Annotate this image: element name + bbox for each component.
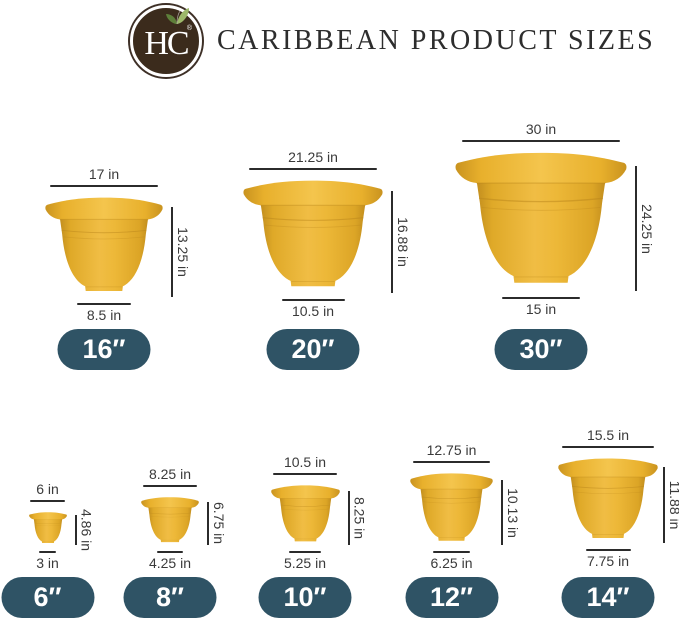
height-line <box>391 191 393 294</box>
base-diameter-label: 7.75 in <box>586 553 630 570</box>
base-diameter-label: 6.25 in <box>430 555 473 572</box>
height-line <box>347 491 350 546</box>
header: HC ® CARIBBEAN PRODUCT SIZES <box>128 5 655 77</box>
base-diameter-label: 10.5 in <box>291 303 335 320</box>
top-diameter-label: 17 in <box>88 166 120 182</box>
top-diameter-line <box>30 500 65 503</box>
leaf-icon <box>166 8 189 25</box>
top-diameter-line <box>273 473 337 476</box>
pot-illustration <box>410 473 493 542</box>
height-line <box>501 480 503 546</box>
top-diameter-line <box>461 140 621 143</box>
pot-illustration <box>455 152 627 284</box>
top-diameter-line <box>413 461 490 464</box>
page-title: CARIBBEAN PRODUCT SIZES <box>217 25 656 56</box>
pot-illustration <box>28 512 67 544</box>
base-diameter-line <box>432 551 471 554</box>
pot-figure-8in: 8.25 in 6.75 in 4.25 in 8″ <box>123 466 227 618</box>
base-diameter-label: 8.5 in <box>86 307 122 324</box>
pot-wrap: 8.25 in <box>270 485 368 546</box>
height-line <box>635 165 637 292</box>
base-diameter-label: 4.25 in <box>148 555 192 572</box>
pot-wrap: 4.86 in <box>28 509 95 551</box>
base-diameter-line <box>38 551 57 554</box>
pot-wrap: 16.88 in <box>243 180 411 294</box>
top-diameter-label: 30 in <box>525 121 557 137</box>
top-diameter-label: 15.5 in <box>586 427 630 443</box>
pot-wrap: 6.75 in <box>141 497 227 546</box>
pot-illustration <box>141 497 199 543</box>
size-badge: 20″ <box>266 329 360 370</box>
height-line <box>663 466 665 544</box>
height-label: 8.25 in <box>351 497 368 540</box>
top-diameter-line <box>49 185 159 188</box>
pot-illustration <box>243 180 383 287</box>
pot-wrap: 24.25 in <box>455 152 655 292</box>
base-diameter-label: 15 in <box>525 301 557 318</box>
height-label: 6.75 in <box>211 502 227 545</box>
base-diameter-label: 3 in <box>36 555 59 572</box>
logo-monogram: HC <box>144 25 189 62</box>
pot-figure-12in: 12.75 in 10.13 in 6.25 in 12″ <box>403 442 521 618</box>
height-label: 11.88 in <box>667 480 679 530</box>
pot-illustration <box>45 197 163 292</box>
height-label: 4.86 in <box>78 509 95 552</box>
height-label: 16.88 in <box>395 217 411 268</box>
top-diameter-label: 21.25 in <box>288 149 338 165</box>
pot-wrap: 11.88 in <box>558 458 679 544</box>
base-diameter-line <box>585 549 631 552</box>
size-badge: 30″ <box>494 329 588 370</box>
base-diameter-line <box>502 297 580 300</box>
size-badge: 10″ <box>258 577 352 618</box>
top-diameter-line <box>562 446 654 449</box>
height-label: 13.25 in <box>175 227 191 278</box>
top-diameter-line <box>248 168 378 171</box>
registered-mark: ® <box>186 25 192 32</box>
pot-figure-10in: 10.5 in 8.25 in 5.25 in 10″ <box>258 454 368 618</box>
top-diameter-line <box>143 485 197 488</box>
top-diameter-label: 6 in <box>36 481 59 497</box>
top-diameter-label: 10.5 in <box>283 454 327 470</box>
base-diameter-line <box>289 551 321 554</box>
height-label: 24.25 in <box>639 203 655 254</box>
size-badge: 14″ <box>561 577 655 618</box>
size-badge: 6″ <box>1 577 94 618</box>
height-line <box>171 207 173 298</box>
height-line <box>74 515 77 546</box>
pot-illustration <box>270 485 340 542</box>
pot-figure-20in: 21.25 in 16.88 in 10.5 in 20″ <box>243 149 411 370</box>
pot-wrap: 10.13 in <box>410 473 521 546</box>
base-diameter-line <box>156 551 184 554</box>
pot-wrap: 13.25 in <box>45 197 191 298</box>
base-diameter-line <box>77 303 131 306</box>
height-line <box>207 501 209 546</box>
pot-illustration <box>558 458 658 539</box>
pot-figure-16in: 17 in 13.25 in 8.5 in 16″ <box>45 166 191 370</box>
top-diameter-label: 12.75 in <box>426 442 477 458</box>
size-badge: 8″ <box>123 577 217 618</box>
pot-figure-14in: 15.5 in 11.88 in 7.75 in 14″ <box>558 427 679 618</box>
height-label: 10.13 in <box>505 487 521 538</box>
size-badge: 12″ <box>405 577 498 618</box>
pot-figure-30in: 30 in 24.25 in 15 in 30″ <box>455 121 655 370</box>
top-diameter-label: 8.25 in <box>148 466 192 482</box>
pot-figure-6in: 6 in 4.86 in 3 in 6″ <box>1 481 95 618</box>
base-diameter-label: 5.25 in <box>283 555 327 572</box>
brand-logo: HC ® <box>130 5 202 77</box>
size-badge: 16″ <box>57 329 151 370</box>
base-diameter-line <box>281 299 345 302</box>
